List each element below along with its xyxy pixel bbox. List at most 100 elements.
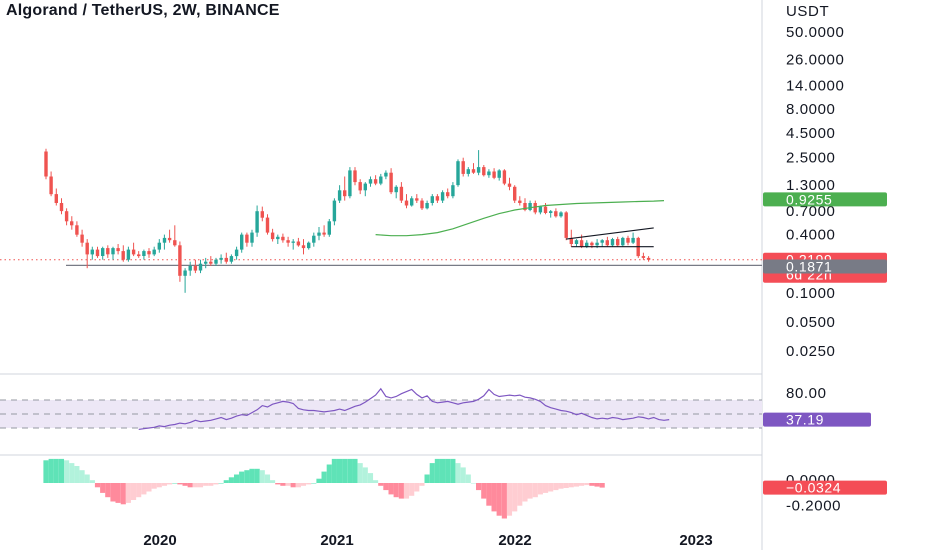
candle-body xyxy=(621,237,625,246)
candle-body xyxy=(394,186,398,193)
macd-bar xyxy=(362,467,368,483)
candle-body xyxy=(317,232,321,236)
chart-title: Algorand / TetherUS, 2W, BINANCE xyxy=(6,2,280,19)
candle-body xyxy=(538,206,543,213)
candle-body xyxy=(543,206,548,213)
macd-bar xyxy=(393,483,399,498)
time-axis-label: 2020 xyxy=(143,532,176,549)
macd-bar xyxy=(239,471,245,483)
candle-body xyxy=(492,171,496,178)
candle-body xyxy=(44,151,48,177)
candle-body xyxy=(209,261,213,264)
macd-axis-label: -0.2000 xyxy=(786,498,841,515)
macd-bar xyxy=(388,483,394,495)
candle-body xyxy=(600,240,604,243)
rsi-pane[interactable] xyxy=(0,387,762,430)
candle-body xyxy=(245,234,249,243)
candle-body xyxy=(265,217,270,233)
candle-body xyxy=(204,261,208,264)
macd-pane[interactable] xyxy=(43,458,605,519)
macd-bar xyxy=(434,458,440,483)
candle-body xyxy=(162,237,167,243)
price-axis-label: 8.0000 xyxy=(786,101,835,118)
macd-bar xyxy=(84,474,90,483)
macd-bar xyxy=(58,458,65,483)
macd-bar xyxy=(496,483,502,516)
candle-body xyxy=(240,234,244,250)
candle-body xyxy=(446,192,450,197)
candle-body xyxy=(487,171,491,176)
candle-body xyxy=(569,237,573,244)
candle-body xyxy=(502,170,507,184)
candle-body xyxy=(307,242,311,249)
price-tag-label: 0.9255 xyxy=(786,191,832,207)
candle-body xyxy=(410,198,414,206)
macd-bar xyxy=(558,483,564,489)
candle-body xyxy=(137,254,141,257)
price-axis[interactable]: USDT 50.0000 26.0000 14.0000 8.0000 4.5000 2.5… xyxy=(763,3,887,515)
candle-body xyxy=(270,232,275,240)
candle-body xyxy=(482,167,486,176)
candle-body xyxy=(523,203,527,210)
candle-body xyxy=(456,161,460,186)
macd-bar xyxy=(89,480,95,483)
price-tag xyxy=(763,192,887,207)
moving-average-line xyxy=(375,200,665,237)
macd-bar xyxy=(331,458,337,483)
candle-body xyxy=(286,240,290,243)
candle-body xyxy=(219,257,223,260)
macd-bar xyxy=(414,483,420,492)
candle-body xyxy=(178,245,182,276)
macd-bar xyxy=(290,483,296,488)
candle-body xyxy=(646,257,651,260)
macd-bar xyxy=(548,483,554,492)
macd-bar xyxy=(470,483,477,484)
macd-bar xyxy=(208,483,214,486)
candle-body xyxy=(250,232,254,243)
macd-bar xyxy=(161,483,168,486)
candle-body xyxy=(291,241,295,243)
macd-bar xyxy=(465,474,471,483)
price-axis-label: 1.3000 xyxy=(786,177,835,194)
macd-bar xyxy=(110,483,116,502)
candle-body xyxy=(415,198,419,201)
candle-body xyxy=(111,248,115,255)
macd-bar xyxy=(398,483,404,499)
macd-bar xyxy=(429,463,435,483)
candle-body xyxy=(435,196,440,201)
candle-body xyxy=(595,242,599,246)
macd-bar xyxy=(553,483,559,491)
candle-body xyxy=(564,212,568,238)
candle-body xyxy=(399,186,404,201)
macd-bar xyxy=(218,483,224,484)
candle-body xyxy=(549,211,553,213)
rsi-value-label: 37.19 xyxy=(786,412,824,428)
price-axis-label: 0.0250 xyxy=(786,343,835,360)
candle-body xyxy=(579,240,584,247)
candle-body xyxy=(574,240,579,244)
candle-body xyxy=(425,203,429,209)
candle-body xyxy=(451,185,455,197)
candle-body xyxy=(476,167,481,173)
time-axis[interactable]: 2020 2021 2022 2023 xyxy=(143,532,712,549)
candle-body xyxy=(404,200,409,206)
candle-body xyxy=(214,259,218,264)
price-pane[interactable] xyxy=(0,0,763,550)
candle-body xyxy=(518,200,522,203)
macd-bar xyxy=(136,483,142,498)
macd-bar xyxy=(373,480,379,483)
macd-bar xyxy=(476,483,482,491)
candle-body xyxy=(348,170,352,197)
candle-body xyxy=(234,249,239,257)
candle-body xyxy=(363,183,367,191)
candle-body xyxy=(157,242,161,250)
candle-body xyxy=(497,170,501,178)
price-axis-label: 0.1000 xyxy=(786,285,835,302)
candle-body xyxy=(260,211,264,218)
candle-body xyxy=(533,203,537,213)
macd-bar xyxy=(249,468,255,483)
macd-bar xyxy=(512,483,518,512)
macd-bar xyxy=(573,483,580,487)
price-axis-label: 14.0000 xyxy=(786,77,844,94)
